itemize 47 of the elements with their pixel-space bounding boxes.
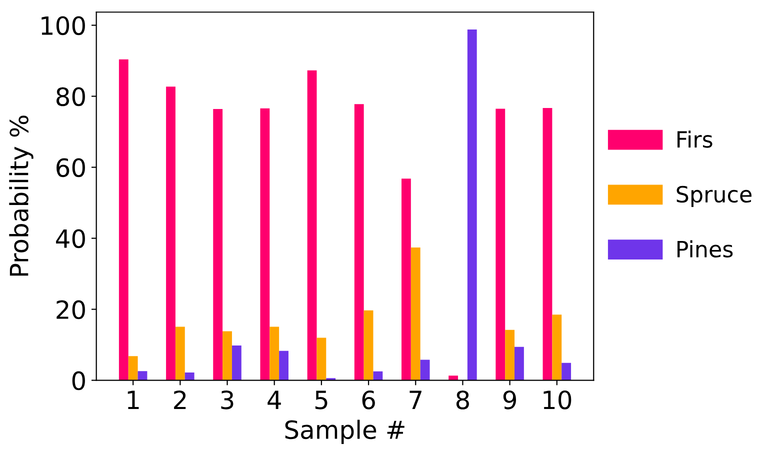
y-tick-label: 0 [72,371,85,390]
bar [213,109,223,380]
y-tick-label: 20 [56,300,85,320]
bar [505,330,515,380]
bar [364,310,374,380]
y-tick-label: 100 [42,16,85,36]
x-tick-label: 9 [503,390,516,410]
bar [467,30,477,380]
bar [260,108,270,380]
bar [373,371,383,380]
x-tick-label: 8 [456,390,469,410]
bar [307,70,317,380]
y-tick-label: 80 [56,87,85,106]
y-axis-title: Probability % [9,116,34,276]
bar [496,108,506,380]
bar [354,104,364,380]
bar [166,86,176,380]
legend-label: Pines [678,240,733,258]
bar [562,362,572,380]
bar [420,360,430,380]
x-tick-label: 1 [128,390,139,410]
x-tick-label: 5 [315,390,328,410]
bar [184,372,194,380]
legend-label: Firs [678,130,712,148]
bar [175,326,185,380]
bar [410,248,420,380]
bar [401,178,411,380]
bar [316,338,326,380]
x-tick-label: 4 [268,390,281,410]
x-tick-label: 3 [221,390,234,410]
x-tick-label: 6 [362,390,375,410]
x-tick-label: 7 [410,390,422,410]
bar [542,108,552,380]
bar [222,331,232,380]
bar [270,326,280,380]
y-tick-label: 40 [56,229,85,248]
x-tick-label: 10 [544,390,572,410]
bar [514,346,524,380]
y-tick-label: 60 [56,158,85,178]
bar [118,59,128,380]
x-tick-label: 2 [174,390,186,410]
bar [279,350,288,380]
legend-label: Spruce [676,186,752,207]
x-axis-title: Sample # [285,420,404,444]
bar [552,314,562,380]
bar [128,356,138,380]
bar [232,346,242,380]
